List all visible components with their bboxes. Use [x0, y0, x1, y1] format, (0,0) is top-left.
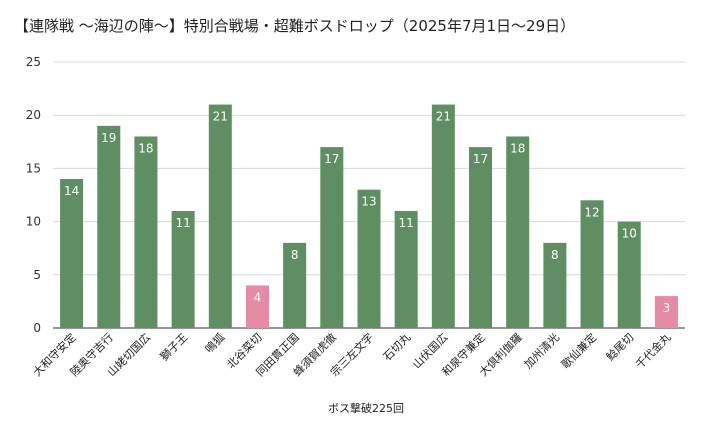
data-label: 3: [663, 301, 671, 315]
y-tick-label: 25: [26, 55, 41, 69]
bar-14[interactable]: [543, 242, 567, 328]
chart-title: 【連隊戦 〜海辺の陣〜】特別合戦場・超難ボスドロップ（2025年7月1日〜29日…: [14, 17, 576, 35]
data-label: 18: [510, 141, 525, 155]
bar-4[interactable]: [171, 210, 195, 328]
data-label: 18: [138, 141, 153, 155]
data-label: 8: [291, 248, 299, 262]
data-label: 4: [254, 290, 262, 304]
x-tick-label: 獅子王: [157, 330, 190, 363]
data-label: 17: [324, 152, 339, 166]
bar-12[interactable]: [469, 147, 493, 328]
x-tick-label: 鯰尾切: [603, 330, 636, 363]
bar-8[interactable]: [320, 147, 344, 328]
bar-11[interactable]: [431, 104, 455, 328]
x-tick-label: 鳴狐: [202, 330, 227, 355]
bar-7[interactable]: [283, 242, 307, 328]
x-tick-label: 石切丸: [381, 331, 414, 364]
y-tick-label: 20: [26, 108, 41, 122]
x-axis-label: ボス撃破225回: [328, 401, 404, 415]
y-tick-label: 5: [33, 268, 41, 282]
data-label: 11: [399, 216, 414, 230]
x-tick-label: 千代金丸: [633, 330, 674, 371]
bar-10[interactable]: [394, 210, 418, 328]
bars: [60, 104, 678, 328]
data-label: 21: [436, 110, 451, 124]
bar-6[interactable]: [245, 285, 269, 328]
y-axis-ticks: 0 5 10 15 20 25: [26, 55, 41, 335]
x-axis-ticks: 大和守安定陸奥守吉行山姥切国広 獅子王 鳴狐北谷菜切同田貫正国蜂須賀虎徹宗三左文字石…: [30, 330, 674, 379]
y-tick-label: 15: [26, 161, 41, 175]
bar-17[interactable]: [654, 296, 678, 328]
x-tick-label: 加州清光: [521, 330, 562, 371]
data-label: 10: [622, 227, 637, 241]
bar-3[interactable]: [134, 136, 158, 328]
bar-9[interactable]: [357, 189, 381, 328]
data-label: 19: [101, 131, 116, 145]
bar-5[interactable]: [208, 104, 232, 328]
bar-2[interactable]: [97, 125, 121, 328]
data-label: 12: [584, 205, 599, 219]
y-tick-label: 0: [33, 321, 41, 335]
data-label: 8: [551, 248, 559, 262]
data-label: 14: [64, 184, 79, 198]
data-label: 21: [213, 110, 228, 124]
data-label: 17: [473, 152, 488, 166]
x-tick-label: 歌仙兼定: [558, 330, 599, 371]
bar-16[interactable]: [617, 221, 641, 328]
bar-15[interactable]: [580, 200, 604, 328]
bar-1[interactable]: [60, 179, 84, 328]
data-label: 11: [175, 216, 190, 230]
y-tick-label: 10: [26, 215, 41, 229]
bar-13[interactable]: [506, 136, 530, 328]
data-labels: 14 19 18 11 21 4 8 17 13 11 21 17 18 8 12 10 3: [64, 110, 670, 316]
data-label: 13: [361, 195, 376, 209]
